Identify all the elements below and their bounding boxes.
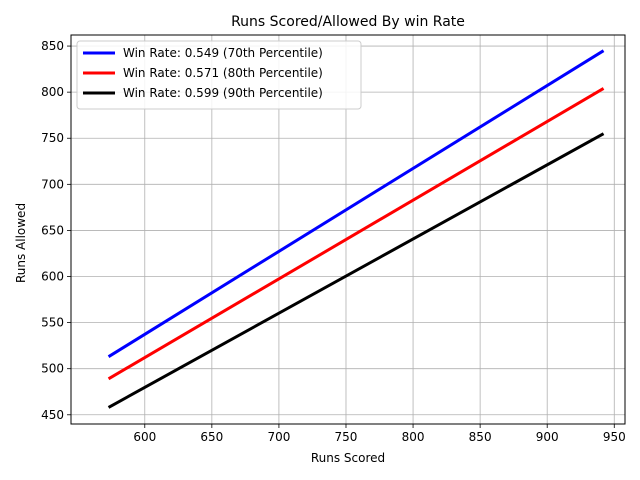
series-line-3 bbox=[107, 132, 605, 409]
y-tick-label: 500 bbox=[41, 362, 64, 376]
legend-entry-label: Win Rate: 0.571 (80th Percentile) bbox=[123, 66, 323, 80]
y-tick-label: 750 bbox=[41, 131, 64, 145]
plot-frame bbox=[70, 34, 626, 425]
series-line-1 bbox=[107, 49, 605, 358]
x-tick-label: 950 bbox=[603, 430, 626, 444]
series-line-2 bbox=[107, 87, 605, 381]
legend-entry-label: Win Rate: 0.599 (90th Percentile) bbox=[123, 86, 323, 100]
legend-box bbox=[76, 40, 362, 110]
axis-ticks: 600 650 700 750 800 850 900 950 450 500 550 600 650 7… bbox=[41, 39, 626, 444]
x-axis-label: Runs Scored bbox=[311, 451, 385, 465]
x-tick-label: 800 bbox=[402, 430, 425, 444]
y-tick-label: 550 bbox=[41, 316, 64, 330]
series-lines bbox=[107, 49, 605, 409]
x-tick-label: 750 bbox=[335, 430, 358, 444]
x-tick-label: 650 bbox=[200, 430, 223, 444]
legend: Win Rate: 0.549 (70th Percentile) Win Rat… bbox=[76, 40, 362, 110]
y-tick-label: 850 bbox=[41, 39, 64, 53]
x-tick-label: 600 bbox=[133, 430, 156, 444]
y-axis-label: Runs Allowed bbox=[14, 203, 28, 283]
y-tick-label: 700 bbox=[41, 177, 64, 191]
legend-entry-label: Win Rate: 0.549 (70th Percentile) bbox=[123, 46, 323, 60]
x-tick-label: 900 bbox=[536, 430, 559, 444]
chart-title: Runs Scored/Allowed By win Rate bbox=[231, 14, 465, 30]
x-tick-label: 850 bbox=[469, 430, 492, 444]
x-tick-label: 700 bbox=[267, 430, 290, 444]
y-tick-label: 800 bbox=[41, 85, 64, 99]
y-tick-label: 450 bbox=[41, 408, 64, 422]
y-tick-label: 650 bbox=[41, 223, 64, 237]
y-tick-label: 600 bbox=[41, 270, 64, 284]
